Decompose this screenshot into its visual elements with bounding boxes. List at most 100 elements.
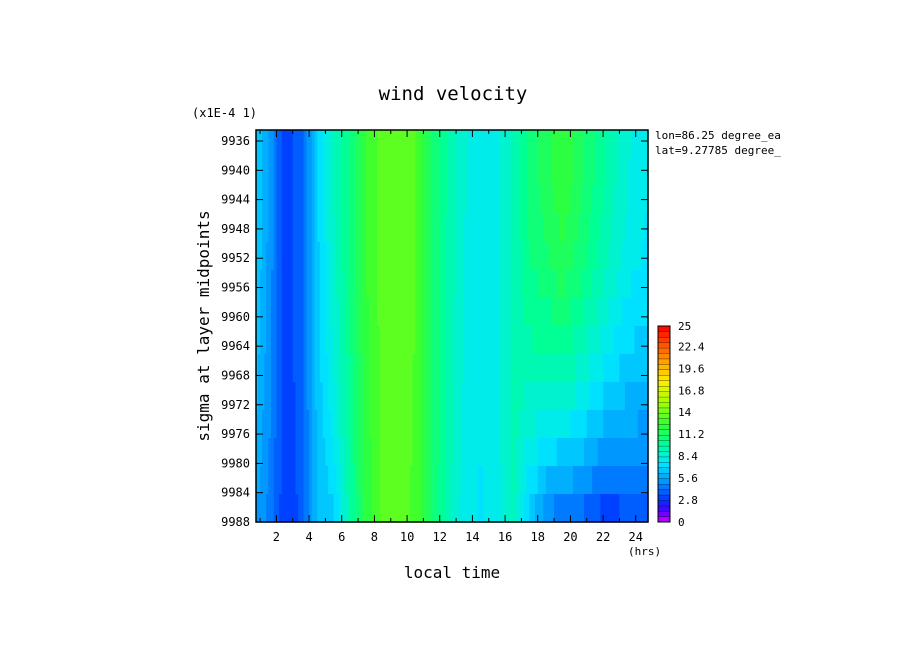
contour-cell xyxy=(535,438,539,467)
contour-cell xyxy=(347,326,351,355)
contour-cell xyxy=(603,438,607,467)
contour-cell xyxy=(256,494,259,523)
contour-cell xyxy=(349,130,354,159)
contour-cell xyxy=(494,382,498,411)
contour-cell xyxy=(570,438,574,467)
contour-cell xyxy=(575,410,580,439)
contour-cell xyxy=(532,298,536,327)
contour-cell xyxy=(586,438,591,467)
contour-cell xyxy=(644,466,649,495)
contour-cell xyxy=(417,298,422,327)
contour-cell xyxy=(551,270,555,299)
contour-cell xyxy=(355,214,359,243)
contour-cell xyxy=(256,382,259,411)
contour-cell xyxy=(423,186,427,215)
contour-cell xyxy=(507,438,512,467)
y-tick-label: 9976 xyxy=(221,427,250,441)
contour-cell xyxy=(292,494,297,523)
contour-cell xyxy=(619,130,623,159)
contour-cell xyxy=(309,186,313,215)
contour-cell xyxy=(466,382,471,411)
contour-cell xyxy=(256,270,259,299)
y-tick-label: 9980 xyxy=(221,456,250,470)
contour-cell xyxy=(605,270,610,299)
contour-cell xyxy=(486,438,490,467)
contour-cell xyxy=(613,158,618,187)
contour-cell xyxy=(477,494,482,523)
contour-cell xyxy=(556,158,561,187)
contour-cell xyxy=(330,466,335,495)
contour-cell xyxy=(382,326,386,355)
contour-cell xyxy=(407,354,411,383)
contour-cell xyxy=(507,270,512,299)
contour-cell xyxy=(543,354,547,383)
contour-cell xyxy=(578,494,582,523)
contour-cell xyxy=(502,354,506,383)
contour-cell xyxy=(603,298,607,327)
contour-cell xyxy=(529,326,533,355)
contour-cell xyxy=(445,130,449,159)
contour-cell xyxy=(349,466,354,495)
contour-cell xyxy=(341,298,346,327)
contour-cell xyxy=(341,382,346,411)
contour-cell xyxy=(276,242,280,271)
contour-cell xyxy=(319,298,324,327)
contour-cell xyxy=(358,354,362,383)
contour-cell xyxy=(317,354,321,383)
contour-cell xyxy=(393,326,397,355)
contour-cell xyxy=(284,158,288,187)
contour-cell xyxy=(319,242,324,271)
contour-cell xyxy=(431,438,435,467)
contour-cell xyxy=(634,326,639,355)
contour-cell xyxy=(575,382,580,411)
contour-cell xyxy=(502,326,506,355)
contour-cell xyxy=(347,382,351,411)
contour-cell xyxy=(325,158,329,187)
contour-cell xyxy=(575,354,580,383)
contour-cell xyxy=(325,438,329,467)
contour-cell xyxy=(371,354,376,383)
contour-cell xyxy=(445,326,449,355)
contour-cell xyxy=(409,494,414,523)
contour-cell xyxy=(584,354,588,383)
contour-cell xyxy=(333,242,337,271)
contour-cell xyxy=(262,270,265,299)
contour-cell xyxy=(309,298,313,327)
contour-cell xyxy=(529,354,533,383)
contour-cell xyxy=(363,438,367,467)
contour-cell xyxy=(559,410,563,439)
contour-cell xyxy=(608,270,612,299)
contour-cell xyxy=(466,410,471,439)
contour-cell xyxy=(322,298,327,327)
contour-cell xyxy=(515,214,520,243)
contour-cell xyxy=(264,214,267,243)
contour-cell xyxy=(447,494,452,523)
contour-cell xyxy=(300,466,305,495)
contour-cell xyxy=(298,494,302,523)
contour-cell xyxy=(319,270,324,299)
contour-cell xyxy=(344,158,348,187)
contour-cell xyxy=(532,382,536,411)
contour-cell xyxy=(458,494,463,523)
contour-cell xyxy=(442,242,446,271)
contour-cell xyxy=(634,466,639,495)
contour-cell xyxy=(494,242,498,271)
contour-cell xyxy=(396,326,400,355)
contour-cell xyxy=(303,438,307,467)
contour-cell xyxy=(300,242,305,271)
contour-cell xyxy=(333,186,337,215)
contour-cell xyxy=(586,130,591,159)
contour-cell xyxy=(407,186,411,215)
contour-cell xyxy=(559,438,563,467)
contour-cell xyxy=(407,242,411,271)
contour-cell xyxy=(447,438,452,467)
contour-cell xyxy=(526,326,531,355)
contour-cell xyxy=(586,410,591,439)
contour-cell xyxy=(442,466,446,495)
contour-cell xyxy=(535,382,539,411)
contour-cell xyxy=(256,158,259,187)
contour-cell xyxy=(458,242,463,271)
contour-cell xyxy=(328,130,332,159)
contour-cell xyxy=(437,382,441,411)
contour-cell xyxy=(450,214,454,243)
